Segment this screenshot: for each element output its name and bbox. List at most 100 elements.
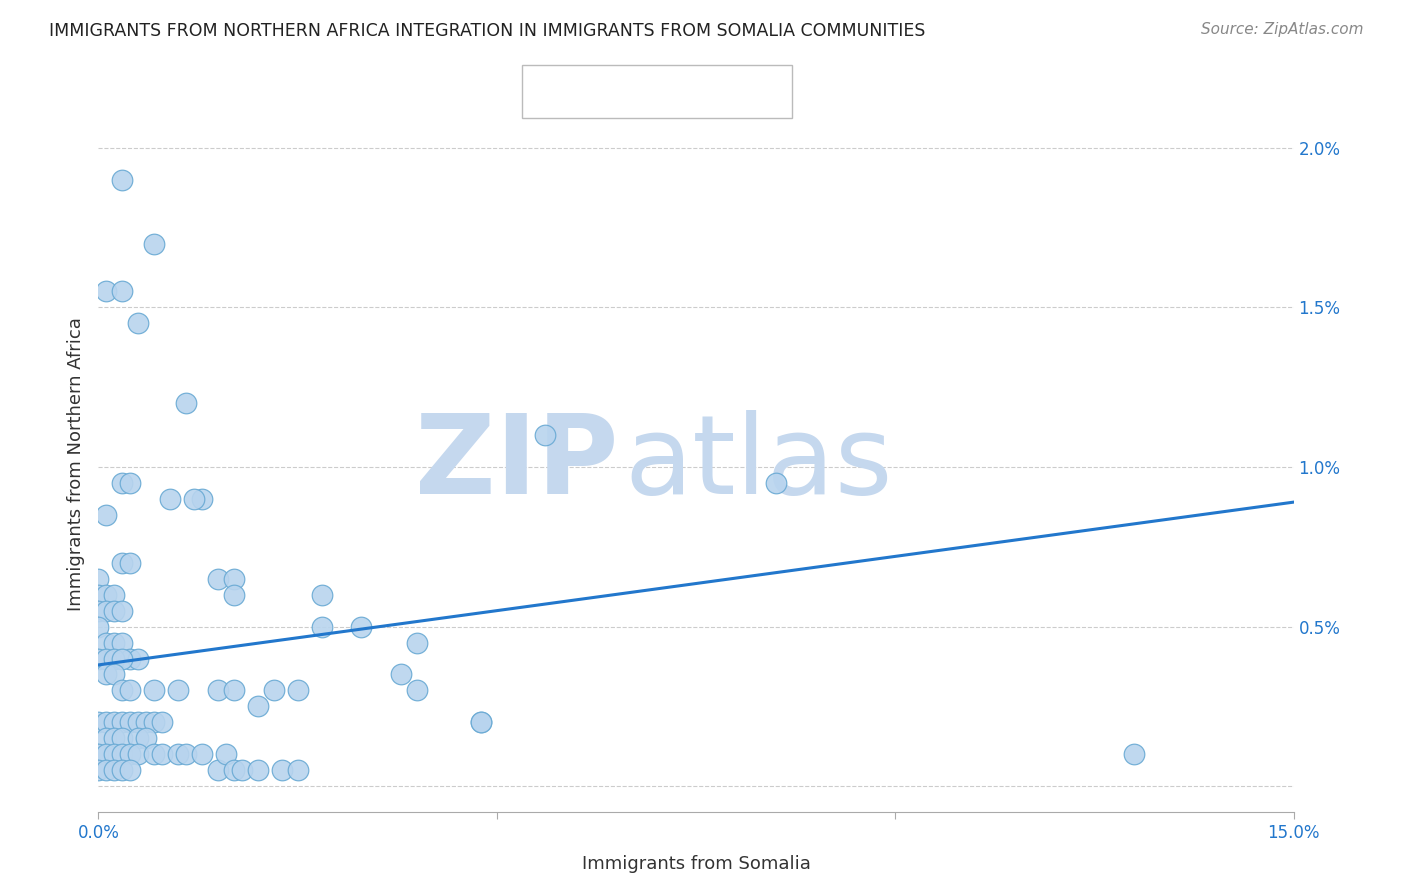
Point — [470, 715, 492, 730]
Point — [120, 763, 142, 777]
Point — [207, 572, 229, 586]
Point — [143, 747, 166, 762]
Point — [111, 556, 134, 570]
Point — [150, 747, 173, 762]
Point — [143, 683, 166, 698]
Point — [207, 763, 229, 777]
Point — [167, 747, 190, 762]
Point — [96, 651, 118, 665]
Point — [120, 747, 142, 762]
Point — [174, 747, 197, 762]
Point — [96, 667, 118, 681]
Point — [111, 173, 134, 187]
Point — [96, 731, 118, 746]
Point — [87, 715, 110, 730]
Point — [87, 604, 110, 618]
Text: R =: R = — [546, 82, 588, 101]
Point — [287, 683, 309, 698]
Point — [246, 763, 269, 777]
Point — [222, 683, 245, 698]
Point — [96, 635, 118, 649]
Point — [470, 715, 492, 730]
Point — [120, 715, 142, 730]
Point — [87, 763, 110, 777]
Point — [111, 715, 134, 730]
Point — [231, 763, 253, 777]
Point — [127, 747, 149, 762]
Point — [120, 651, 142, 665]
Point — [406, 683, 429, 698]
Point — [103, 651, 125, 665]
Point — [311, 588, 333, 602]
Point — [120, 683, 142, 698]
Point — [1123, 747, 1146, 762]
Point — [389, 667, 412, 681]
Point — [111, 747, 134, 762]
Point — [350, 619, 373, 633]
Point — [111, 651, 134, 665]
Point — [87, 572, 110, 586]
Point — [150, 715, 173, 730]
Point — [96, 588, 118, 602]
Point — [111, 604, 134, 618]
Point — [96, 747, 118, 762]
Point — [127, 317, 149, 331]
Point — [103, 715, 125, 730]
Point — [103, 604, 125, 618]
X-axis label: Immigrants from Somalia: Immigrants from Somalia — [582, 855, 810, 873]
Point — [270, 763, 292, 777]
Text: ZIP: ZIP — [415, 410, 619, 517]
Point — [215, 747, 238, 762]
Y-axis label: Immigrants from Northern Africa: Immigrants from Northern Africa — [66, 317, 84, 611]
Point — [103, 667, 125, 681]
Point — [103, 763, 125, 777]
Text: Source: ZipAtlas.com: Source: ZipAtlas.com — [1201, 22, 1364, 37]
Point — [222, 588, 245, 602]
Point — [167, 683, 190, 698]
Point — [135, 715, 157, 730]
Text: 59: 59 — [723, 82, 747, 101]
Point — [87, 619, 110, 633]
Point — [263, 683, 285, 698]
Point — [143, 715, 166, 730]
Point — [103, 731, 125, 746]
Point — [111, 763, 134, 777]
Point — [87, 651, 110, 665]
Point — [111, 635, 134, 649]
Point — [96, 285, 118, 299]
Point — [103, 635, 125, 649]
Point — [111, 285, 134, 299]
Point — [111, 683, 134, 698]
Point — [183, 491, 205, 506]
Point — [96, 604, 118, 618]
Point — [120, 475, 142, 490]
Point — [191, 491, 214, 506]
Point — [222, 572, 245, 586]
Point — [159, 491, 181, 506]
Point — [311, 619, 333, 633]
Point — [143, 236, 166, 251]
Point — [111, 731, 134, 746]
Point — [533, 428, 555, 442]
Point — [135, 731, 157, 746]
FancyBboxPatch shape — [523, 65, 793, 118]
Point — [287, 763, 309, 777]
Point — [174, 396, 197, 410]
Text: N =: N = — [672, 82, 714, 101]
Text: IMMIGRANTS FROM NORTHERN AFRICA INTEGRATION IN IMMIGRANTS FROM SOMALIA COMMUNITI: IMMIGRANTS FROM NORTHERN AFRICA INTEGRAT… — [49, 22, 925, 40]
Point — [222, 763, 245, 777]
Point — [191, 747, 214, 762]
Point — [87, 747, 110, 762]
Point — [87, 588, 110, 602]
Point — [103, 747, 125, 762]
Point — [96, 715, 118, 730]
Point — [103, 588, 125, 602]
Point — [96, 763, 118, 777]
Point — [765, 475, 787, 490]
Point — [207, 683, 229, 698]
Point — [127, 651, 149, 665]
Point — [96, 508, 118, 522]
Point — [111, 475, 134, 490]
Point — [246, 699, 269, 714]
Point — [120, 556, 142, 570]
